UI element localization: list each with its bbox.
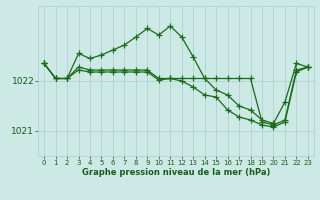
- X-axis label: Graphe pression niveau de la mer (hPa): Graphe pression niveau de la mer (hPa): [82, 168, 270, 177]
